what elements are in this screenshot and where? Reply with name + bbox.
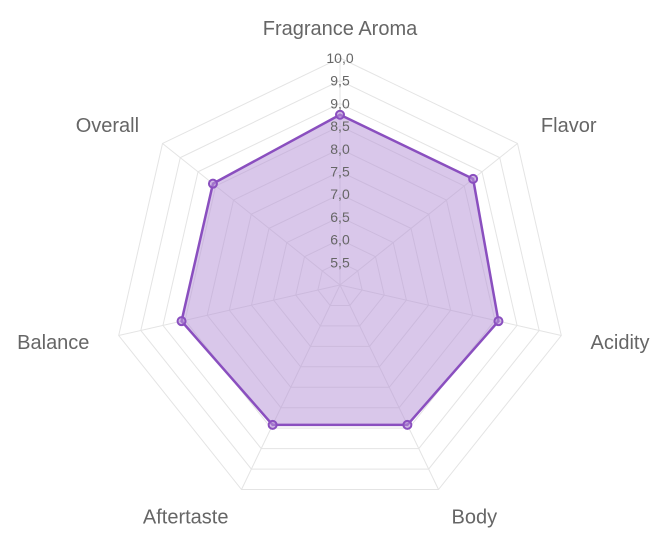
data-point[interactable] (468, 173, 479, 184)
axis-label: Fragrance Aroma (263, 18, 418, 40)
axis-label: Body (452, 507, 498, 529)
axis-label: Aftertaste (143, 507, 229, 529)
grid-ring (140, 80, 540, 470)
data-point[interactable] (267, 419, 278, 430)
tick-label: 9,0 (330, 95, 350, 111)
tick-label: 7,5 (330, 164, 350, 180)
data-point[interactable] (402, 419, 413, 430)
radar-tick-labels: 5,5 6,0 6,5 7,0 7,5 8,0 8,5 9,0 9,5 10,0 (326, 50, 353, 270)
tick-label: 6,5 (330, 209, 350, 225)
axis-label: Flavor (541, 115, 597, 137)
tick-label: 8,0 (330, 141, 350, 157)
grid-ring (118, 57, 562, 491)
tick-label: 7,0 (330, 186, 350, 202)
axis-label: Overall (76, 115, 139, 137)
radar-series (176, 109, 504, 430)
data-point[interactable] (493, 316, 504, 327)
tick-label: 10,0 (326, 50, 353, 66)
tick-label: 5,5 (330, 254, 350, 270)
tick-label: 8,5 (330, 118, 350, 134)
tick-label: 6,0 (330, 232, 350, 248)
axis-label: Balance (17, 332, 89, 354)
grid-ring (162, 102, 518, 450)
tick-label: 9,5 (330, 73, 350, 89)
data-point[interactable] (335, 109, 345, 120)
axis-label: Acidity (591, 332, 650, 354)
data-point[interactable] (176, 316, 187, 327)
data-point[interactable] (207, 178, 218, 189)
series-area (180, 113, 500, 427)
radar-axis-labels: Fragrance Aroma Flavor Acidity Body Aftertas… (17, 18, 649, 529)
